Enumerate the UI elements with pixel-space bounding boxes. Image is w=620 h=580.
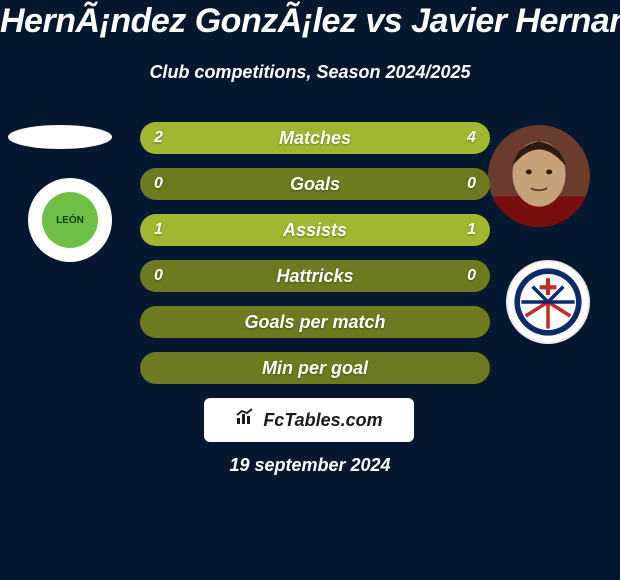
stat-value-right: 1: [467, 214, 476, 246]
stat-value-left: 0: [154, 260, 163, 292]
stat-row: Goals per match: [140, 306, 490, 338]
comparison-infographic: HernÃ¡ndez GonzÃ¡lez vs Javier Hernandez…: [0, 0, 620, 580]
player-left-avatar: [8, 125, 112, 149]
stat-label: Assists: [140, 214, 490, 246]
stat-value-left: 1: [154, 214, 163, 246]
chart-icon: [235, 408, 257, 432]
club-right-badge: [506, 260, 590, 344]
club-left-badge: LEÓN: [28, 178, 112, 262]
page-title: HernÃ¡ndez GonzÃ¡lez vs Javier Hernandez: [0, 2, 620, 41]
stat-label: Min per goal: [140, 352, 490, 384]
stat-label: Hattricks: [140, 260, 490, 292]
stat-value-left: 2: [154, 122, 163, 154]
page-subtitle: Club competitions, Season 2024/2025: [0, 62, 620, 83]
stat-label: Matches: [140, 122, 490, 154]
stat-row: Hattricks0 0: [140, 260, 490, 292]
stat-value-right: 0: [467, 168, 476, 200]
club-left-label: LEÓN: [42, 192, 98, 248]
player-right-avatar: [488, 125, 590, 227]
stat-value-right: 0: [467, 260, 476, 292]
date-label: 19 september 2024: [0, 455, 620, 476]
stat-label: Goals: [140, 168, 490, 200]
stat-value-right: 4: [467, 122, 476, 154]
stat-row: Goals0 0: [140, 168, 490, 200]
stat-value-left: 0: [154, 168, 163, 200]
stat-rows: Matches24Goals00Assists11Hattricks00Goal…: [140, 122, 490, 398]
stat-row: Assists1 1: [140, 214, 490, 246]
stat-label: Goals per match: [140, 306, 490, 338]
stat-row: Matches2 4: [140, 122, 490, 154]
stat-row: Min per goal: [140, 352, 490, 384]
site-logo: FcTables.com: [204, 398, 414, 442]
site-logo-text: FcTables.com: [263, 410, 382, 431]
